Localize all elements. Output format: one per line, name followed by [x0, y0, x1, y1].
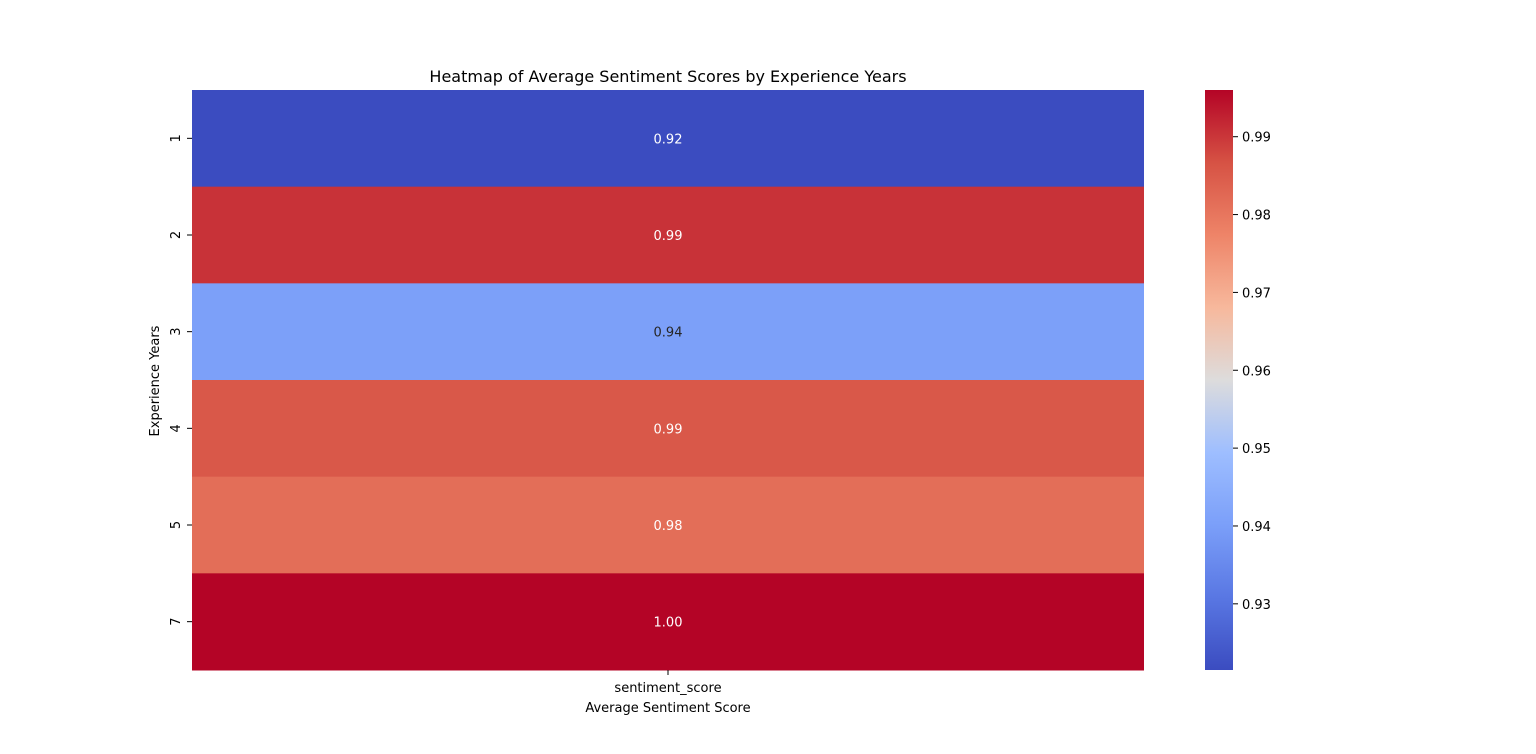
- x-tick-label: sentiment_score: [614, 681, 721, 696]
- colorbar: [1205, 90, 1233, 670]
- cell-value-label: 0.94: [654, 326, 683, 341]
- heatmap-cells: 0.92 0.99 0.94 0.99 0.98 1.00: [192, 90, 1144, 671]
- y-tick-label: 2: [169, 231, 184, 239]
- colorbar-tick-label: 0.98: [1242, 209, 1271, 224]
- colorbar-tick-label: 0.95: [1242, 442, 1271, 457]
- y-tick-label: 1: [169, 134, 184, 142]
- heatmap-cell: [192, 380, 1144, 478]
- x-axis-label: Average Sentiment Score: [585, 701, 750, 716]
- colorbar-tick-label: 0.93: [1242, 598, 1271, 613]
- y-tick-label: 4: [169, 424, 184, 432]
- heatmap-cell: [192, 186, 1144, 284]
- heatmap-cell: [192, 283, 1144, 381]
- cell-value-label: 0.92: [654, 132, 683, 147]
- x-tick-labels: sentiment_score: [614, 670, 722, 696]
- y-tick-label: 5: [169, 521, 184, 529]
- heatmap-cell: [192, 476, 1144, 574]
- cell-value-label: 0.99: [654, 422, 683, 437]
- heatmap-cell: [192, 573, 1144, 671]
- colorbar-tick-label: 0.97: [1242, 286, 1271, 301]
- y-tick-labels: 1 2 3 4 5 7: [169, 134, 192, 626]
- heatmap-cell: [192, 90, 1144, 188]
- cell-value-label: 0.98: [654, 519, 683, 534]
- colorbar-tick-label: 0.99: [1242, 131, 1271, 146]
- chart-title: Heatmap of Average Sentiment Scores by E…: [429, 67, 906, 86]
- colorbar-ticks: 0.93 0.94 0.95 0.96 0.97 0.98 0.99: [1233, 131, 1271, 613]
- colorbar-tick-label: 0.96: [1242, 364, 1271, 379]
- y-tick-label: 3: [169, 328, 184, 336]
- cell-value-label: 0.99: [654, 229, 683, 244]
- y-axis-label: Experience Years: [148, 325, 163, 436]
- y-tick-label: 7: [169, 618, 184, 626]
- cell-value-label: 1.00: [654, 616, 683, 631]
- colorbar-tick-label: 0.94: [1242, 520, 1271, 535]
